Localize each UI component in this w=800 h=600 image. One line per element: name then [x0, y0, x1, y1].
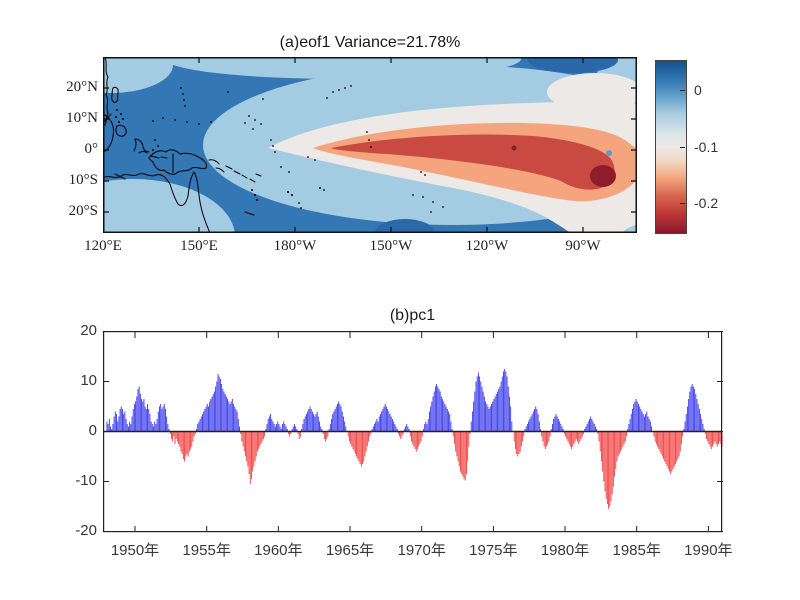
pc1-xtick-label-4: 1970年: [397, 542, 446, 559]
pc1-ytick-label-3: -10: [75, 472, 97, 489]
panel-a-title: (a)eof1 Variance=21.78%: [279, 34, 461, 51]
map-ytick-label-3: 10°S: [68, 172, 98, 188]
panel-b-title: (b)pc1: [389, 307, 436, 324]
map-ytick-label-1: 10°N: [66, 110, 98, 126]
pc1-frame: [103, 331, 723, 533]
pc1-xtick-label-6: 1980年: [540, 542, 590, 559]
pc1-ytick-label-0: 20: [80, 322, 97, 339]
map-ytick-label-4: 20°S: [68, 203, 98, 219]
pc1-bars: [106, 369, 723, 509]
map-ytick-label-2: 0°: [84, 141, 99, 157]
pc1-xtick-label-1: 1955年: [182, 542, 231, 559]
map-xtick-label-3: 150°W: [369, 238, 413, 254]
colorbar-tick-label-1: -0.1: [694, 139, 719, 155]
colorbar-tick-1: [680, 147, 685, 148]
map-xtick-label-0: 120°E: [84, 238, 122, 254]
colorbar-tick-label-0: 0: [694, 82, 702, 98]
pc1-xtick-label-7: 1985年: [612, 542, 661, 559]
pc1-bar-chart: [103, 331, 723, 533]
pc1-xtick-label-0: 1950年: [110, 542, 160, 559]
map-xtick-label-2: 180°W: [273, 238, 317, 254]
map-xtick-label-5: 90°W: [565, 238, 601, 254]
pc1-ytick-label-2: 0: [88, 422, 97, 439]
map-island-specks: [115, 85, 444, 213]
colorbar-tick-label-2: -0.2: [694, 195, 719, 211]
map-xtick-label-1: 150°E: [180, 238, 218, 254]
pc1-xtick-label-3: 1965年: [325, 542, 375, 559]
colorbar-tick-0: [680, 90, 685, 91]
pc1-xtick-label-8: 1990年: [684, 542, 733, 559]
colorbar-tick-2: [680, 203, 685, 204]
eof1-contour-map: [103, 57, 637, 233]
pc1-xtick-label-5: 1975年: [469, 542, 518, 559]
map-xtick-label-4: 120°W: [465, 238, 509, 254]
map-frame: [103, 57, 637, 233]
map-contour-layers: [103, 57, 637, 233]
map-ytick-label-0: 20°N: [66, 79, 98, 95]
pc1-ytick-label-1: 10: [80, 372, 97, 389]
pc1-ytick-label-4: -20: [75, 522, 97, 539]
map-axis-ticks: [103, 57, 637, 233]
pc1-xtick-label-2: 1960年: [254, 542, 303, 559]
